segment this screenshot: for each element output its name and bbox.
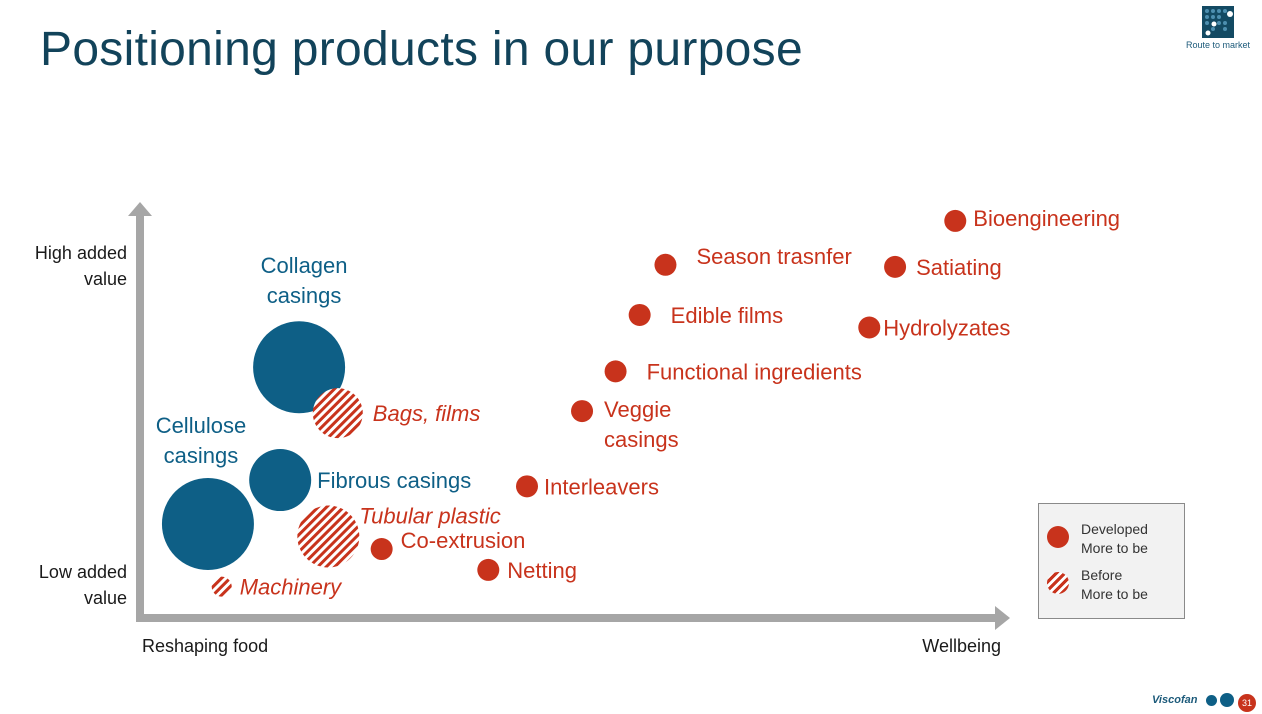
veggie-casings-label: Veggie casings bbox=[604, 397, 679, 452]
y-label-high-line1: High added bbox=[35, 243, 127, 263]
legend-before-line1: Before bbox=[1081, 567, 1123, 583]
satiating-label-line: Satiating bbox=[916, 255, 1002, 280]
legend-item-developed: Developed More to be bbox=[1047, 520, 1148, 558]
legend-hatched-swatch bbox=[1047, 572, 1069, 594]
legend-item-before: Before More to be bbox=[1047, 566, 1148, 604]
hydrolyzates-label: Hydrolyzates bbox=[883, 315, 1010, 340]
fibrous-label: Fibrous casings bbox=[317, 468, 471, 493]
y-label-low-line1: Low added bbox=[39, 562, 127, 582]
bags-films-label-line: Bags, films bbox=[373, 401, 481, 426]
bags-films-label: Bags, films bbox=[373, 401, 481, 426]
bags-films-marker bbox=[312, 388, 363, 439]
y-label-high-line2: value bbox=[84, 269, 127, 289]
y-label-low-line2: value bbox=[84, 588, 127, 608]
netting-marker bbox=[477, 558, 500, 581]
cellulose-marker bbox=[161, 477, 254, 570]
route-label: Route to market bbox=[1185, 40, 1251, 50]
route-grid-icon bbox=[1202, 6, 1234, 38]
legend-developed-line2: More to be bbox=[1081, 540, 1148, 556]
satiating-marker bbox=[884, 255, 907, 278]
legend-solid-swatch bbox=[1047, 526, 1069, 548]
edible-films-marker bbox=[628, 303, 651, 326]
tubular-plastic-label-line: Tubular plastic bbox=[359, 503, 500, 528]
legend: Developed More to be Before More to be bbox=[1038, 503, 1185, 619]
hydrolyzates-marker bbox=[858, 316, 881, 339]
functional-ingredients-label-line: Functional ingredients bbox=[647, 359, 862, 384]
co-extrusion-label: Co-extrusion bbox=[401, 528, 526, 553]
axes bbox=[128, 202, 1010, 630]
cellulose-label-line: Cellulose bbox=[156, 413, 247, 438]
veggie-casings-label-line: Veggie bbox=[604, 397, 671, 422]
netting-label: Netting bbox=[507, 558, 577, 583]
interleavers-marker bbox=[516, 475, 538, 498]
cellulose-label-line: casings bbox=[164, 443, 239, 468]
functional-ingredients-marker bbox=[604, 360, 627, 383]
tubular-plastic-label: Tubular plastic bbox=[359, 503, 500, 528]
page-title: Positioning products in our purpose bbox=[40, 23, 803, 76]
viscofan-logo: Viscofan bbox=[1152, 694, 1198, 706]
edible-films-label: Edible films bbox=[671, 303, 783, 328]
y-axis-arrow bbox=[128, 202, 152, 216]
page-number: 31 bbox=[1238, 694, 1256, 712]
machinery-label-line: Machinery bbox=[240, 575, 343, 600]
collagen-marker bbox=[253, 321, 346, 414]
interleavers-label-line: Interleavers bbox=[544, 474, 659, 499]
machinery-label: Machinery bbox=[240, 575, 343, 600]
machinery-marker bbox=[211, 576, 232, 597]
fibrous-marker bbox=[249, 449, 312, 512]
veggie-casings-marker bbox=[571, 400, 594, 423]
co-extrusion-label-line: Co-extrusion bbox=[401, 528, 526, 553]
hydrolyzates-label-line: Hydrolyzates bbox=[883, 315, 1010, 340]
legend-before-line2: More to be bbox=[1081, 586, 1148, 602]
fibrous-label-line: Fibrous casings bbox=[317, 468, 471, 493]
bioengineering-label: Bioengineering bbox=[973, 206, 1120, 231]
veggie-casings-label-line: casings bbox=[604, 427, 679, 452]
functional-ingredients-label: Functional ingredients bbox=[647, 359, 862, 384]
season-transfer-label-line: Season trasnfer bbox=[696, 244, 851, 269]
edible-films-label-line: Edible films bbox=[671, 303, 783, 328]
netting-label-line: Netting bbox=[507, 558, 577, 583]
co-extrusion-marker bbox=[370, 538, 393, 561]
x-label-right: Wellbeing bbox=[922, 636, 1001, 656]
interleavers-label: Interleavers bbox=[544, 474, 659, 499]
season-transfer-label: Season trasnfer bbox=[696, 244, 851, 269]
collagen-label-line: Collagen bbox=[261, 253, 348, 278]
tubular-plastic-marker bbox=[297, 505, 360, 568]
bioengineering-label-line: Bioengineering bbox=[973, 206, 1120, 231]
legend-developed-line1: Developed bbox=[1081, 521, 1148, 537]
footer-dots-icon bbox=[1206, 693, 1234, 707]
season-transfer-marker bbox=[654, 253, 677, 276]
collagen-label: Collagen casings bbox=[261, 253, 348, 308]
x-axis-arrow bbox=[995, 606, 1010, 630]
x-label-left: Reshaping food bbox=[142, 636, 268, 656]
route-to-market-badge[interactable]: Route to market bbox=[1176, 6, 1260, 50]
bioengineering-marker bbox=[944, 209, 967, 232]
cellulose-label: Cellulose casings bbox=[156, 413, 247, 468]
collagen-label-line: casings bbox=[267, 283, 342, 308]
satiating-label: Satiating bbox=[916, 255, 1002, 280]
